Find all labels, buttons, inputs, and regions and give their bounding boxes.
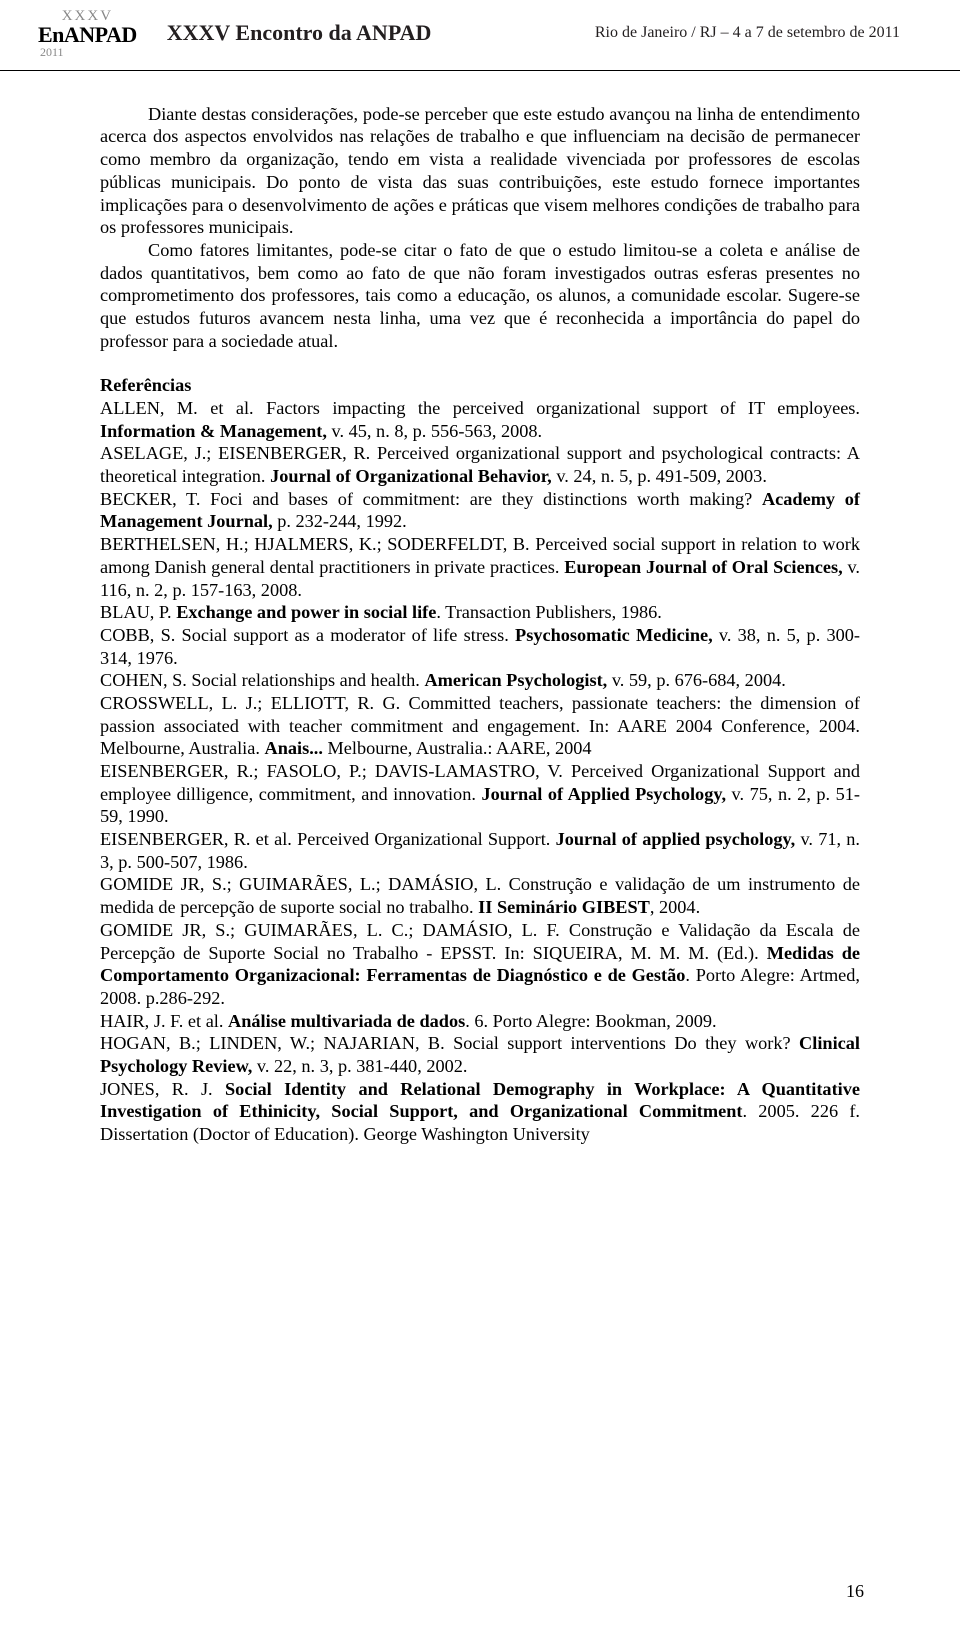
ref-text: v. 45, n. 8, p. 556-563, 2008. — [332, 421, 543, 441]
ref-source: Psychosomatic Medicine, — [515, 625, 719, 645]
ref-text: v. 59, p. 676-684, 2004. — [612, 670, 786, 690]
reference: BLAU, P. Exchange and power in social li… — [100, 601, 860, 624]
ref-text: HAIR, J. F. et al. — [100, 1011, 228, 1031]
reference: GOMIDE JR, S.; GUIMARÃES, L.; DAMÁSIO, L… — [100, 873, 860, 918]
ref-text: ALLEN, M. et al. Factors impacting the p… — [100, 398, 860, 418]
header-title: XXXV Encontro da ANPAD — [167, 6, 595, 46]
ref-text: v. 22, n. 3, p. 381-440, 2002. — [257, 1056, 468, 1076]
reference: CROSSWELL, L. J.; ELLIOTT, R. G. Committ… — [100, 692, 860, 760]
reference: ALLEN, M. et al. Factors impacting the p… — [100, 397, 860, 442]
ref-text: . 6. Porto Alegre: Bookman, 2009. — [465, 1011, 716, 1031]
ref-source: Journal of Applied Psychology, — [481, 784, 731, 804]
reference: BERTHELSEN, H.; HJALMERS, K.; SODERFELDT… — [100, 533, 860, 601]
ref-text: GOMIDE JR, S.; GUIMARÃES, L. C.; DAMÁSIO… — [100, 920, 860, 963]
ref-source: American Psychologist, — [424, 670, 611, 690]
logo-text: EnANPAD — [38, 25, 137, 45]
references-heading: Referências — [100, 374, 860, 397]
ref-source: II Seminário GIBEST — [478, 897, 650, 917]
ref-text: EISENBERGER, R. et al. Perceived Organiz… — [100, 829, 556, 849]
page-number: 16 — [846, 1581, 864, 1602]
logo: XXXV EnANPAD 2011 — [38, 8, 137, 60]
reference: EISENBERGER, R. et al. Perceived Organiz… — [100, 828, 860, 873]
logo-year: 2011 — [40, 45, 64, 60]
reference: COHEN, S. Social relationships and healt… — [100, 669, 860, 692]
ref-source: Exchange and power in social life — [176, 602, 436, 622]
ref-text: COHEN, S. Social relationships and healt… — [100, 670, 424, 690]
ref-text: v. 24, n. 5, p. 491-509, 2003. — [556, 466, 767, 486]
ref-text: BECKER, T. Foci and bases of commitment:… — [100, 489, 762, 509]
ref-text: COBB, S. Social support as a moderator o… — [100, 625, 515, 645]
ref-source: Information & Management, — [100, 421, 332, 441]
ref-source: European Journal of Oral Sciences, — [564, 557, 847, 577]
ref-source: Análise multivariada de dados — [228, 1011, 465, 1031]
paragraph: Diante destas considerações, pode-se per… — [100, 103, 860, 239]
ref-text: HOGAN, B.; LINDEN, W.; NAJARIAN, B. Soci… — [100, 1033, 799, 1053]
reference: HAIR, J. F. et al. Análise multivariada … — [100, 1010, 860, 1033]
header-venue: Rio de Janeiro / RJ – 4 a 7 de setembro … — [595, 6, 900, 42]
reference: HOGAN, B.; LINDEN, W.; NAJARIAN, B. Soci… — [100, 1032, 860, 1077]
ref-source: Journal of Organizational Behavior, — [270, 466, 556, 486]
reference: ASELAGE, J.; EISENBERGER, R. Perceived o… — [100, 442, 860, 487]
reference: EISENBERGER, R.; FASOLO, P.; DAVIS-LAMAS… — [100, 760, 860, 828]
ref-text: Melbourne, Australia.: AARE, 2004 — [323, 738, 592, 758]
ref-text: . Transaction Publishers, 1986. — [436, 602, 661, 622]
ref-text: , 2004. — [650, 897, 700, 917]
paragraph: Como fatores limitantes, pode-se citar o… — [100, 239, 860, 352]
ref-text: BLAU, P. — [100, 602, 176, 622]
ref-source: Journal of applied psychology, — [556, 829, 801, 849]
reference: GOMIDE JR, S.; GUIMARÃES, L. C.; DAMÁSIO… — [100, 919, 860, 1010]
ref-text: JONES, R. J. — [100, 1079, 225, 1099]
reference: JONES, R. J. Social Identity and Relatio… — [100, 1078, 860, 1146]
reference: COBB, S. Social support as a moderator o… — [100, 624, 860, 669]
page-content: Diante destas considerações, pode-se per… — [0, 71, 960, 1146]
ref-source: Anais... — [265, 738, 323, 758]
ref-text: p. 232-244, 1992. — [277, 511, 407, 531]
reference: BECKER, T. Foci and bases of commitment:… — [100, 488, 860, 533]
page-header: XXXV EnANPAD 2011 XXXV Encontro da ANPAD… — [0, 0, 960, 71]
